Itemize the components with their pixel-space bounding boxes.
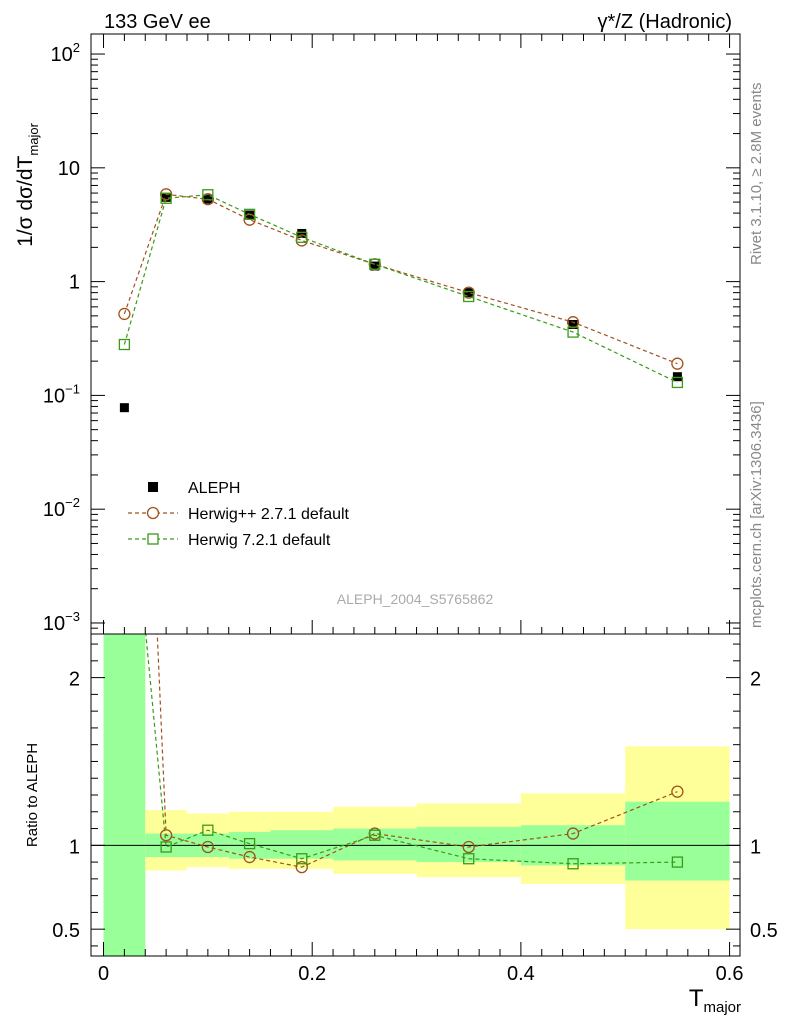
ratio-panel: 0.5 0.5 1 1 2 2 0 0.2 0.4 0.6 Ratio to ALEPH Tmaj…	[24, 633, 778, 1016]
main-ytick-label-base: 10	[43, 385, 65, 407]
ratio-herwig7-marker	[202, 824, 214, 836]
main-ylabel: 1/σ dσ/dTmajor	[14, 122, 41, 246]
ratio-band-inner	[416, 826, 521, 863]
herwig7-marker	[463, 290, 475, 303]
main-ytick-label-base: 10	[43, 499, 65, 521]
ratio-xtick-label: 0.6	[716, 963, 744, 985]
ratio-xtick-label: 0	[98, 963, 109, 985]
ratio-herwig7-marker	[296, 853, 308, 865]
ratio-data-layer	[145, 634, 684, 874]
main-ytick-label-exp: −2	[65, 495, 80, 510]
ratio-ylabel: Ratio to ALEPH	[24, 743, 41, 847]
ratio-herwigpp-marker	[671, 785, 684, 798]
main-ytick-label-exp: −3	[65, 609, 80, 624]
herwig7-marker	[202, 189, 214, 201]
legend-label: Herwig 7.2.1 default	[188, 532, 331, 549]
aleph-data-point	[568, 319, 578, 329]
legend-marker-aleph	[148, 482, 158, 492]
herwigpp-line	[123, 193, 678, 365]
ratio-herwigpp-line	[156, 634, 678, 868]
ratio-herwig7-marker	[671, 856, 684, 868]
main-ytick-label-base: 10	[43, 613, 65, 635]
legend-marker-herwig7	[147, 533, 159, 545]
ratio-herwigpp-marker	[243, 850, 256, 864]
legend-label: ALEPH	[188, 480, 240, 497]
ratio-herwig7-line	[145, 634, 678, 865]
header-right-title: γ*/Z (Hadronic)	[598, 11, 732, 33]
ratio-herwigpp-marker	[566, 827, 580, 840]
x-axis-label-main: T	[689, 985, 704, 1012]
x-axis-label-sub: major	[703, 999, 741, 1016]
ratio-herwig7-marker	[369, 829, 381, 841]
ratio-herwigpp-marker	[295, 860, 308, 874]
ratio-herwigpp-marker	[462, 840, 475, 854]
ratio-herwig7-marker	[243, 837, 256, 850]
herwigpp-marker	[671, 357, 684, 370]
legend-label: Herwig++ 2.7.1 default	[188, 506, 350, 523]
ratio-herwigpp-marker	[159, 829, 173, 842]
ratio-herwig7-marker	[463, 853, 475, 865]
main-ytick-label: 10	[58, 158, 80, 180]
main-ytick-label-base: 10	[51, 44, 73, 66]
main-ytick-label-base: 1	[69, 272, 80, 294]
ratio-band-inner	[625, 801, 730, 881]
ratio-ytick-label-right: 1	[750, 836, 761, 858]
ratio-band-inner	[270, 830, 334, 859]
main-ytick-label-base: 10	[58, 158, 80, 180]
main-ytick-label: 102	[51, 40, 80, 66]
herwigpp-marker	[118, 307, 131, 321]
ratio-ytick-label: 0.5	[52, 920, 80, 942]
herwig7-marker	[118, 338, 131, 351]
legend-marker-herwigpp	[146, 506, 160, 520]
ratio-ytick-label: 1	[69, 836, 80, 858]
aleph-data-point	[119, 403, 129, 413]
ratio-xtick-label: 0.4	[507, 963, 535, 985]
herwig7-marker	[671, 376, 684, 389]
ratio-bands-layer	[103, 634, 730, 956]
ratio-ytick-label-right: 0.5	[750, 920, 778, 942]
main-ytick-label-exp: −1	[65, 381, 80, 396]
header-left-title: 133 GeV ee	[104, 11, 211, 33]
main-ytick-label-exp: 2	[73, 40, 80, 55]
ratio-ytick-label-right: 2	[750, 669, 761, 691]
ratio-xtick-label: 0.2	[298, 963, 326, 985]
aleph-data-point	[672, 372, 682, 382]
herwig7-marker	[160, 192, 172, 204]
ratio-frame	[90, 633, 741, 957]
herwig7-line	[123, 194, 678, 383]
herwig7-marker	[369, 258, 381, 270]
mcplots-label: mcplots.cern.ch [arXiv:1306.3436]	[748, 401, 765, 628]
analysis-id-label: ALEPH_2004_S5765862	[337, 591, 494, 607]
legend: ALEPH Herwig++ 2.7.1 default Herwig 7.2.1 …	[128, 480, 350, 549]
aleph-data-point	[464, 288, 474, 298]
rivet-version-label: Rivet 3.1.10, ≥ 2.8M events	[748, 83, 765, 266]
ratio-band-inner	[333, 828, 417, 861]
main-ytick-label: 1	[69, 272, 80, 294]
aleph-data-point	[161, 192, 171, 202]
herwig7-marker	[243, 208, 256, 221]
aleph-data-point	[297, 228, 307, 238]
main-ylabel-main: 1/σ dσ/dT	[14, 155, 37, 246]
x-axis-label: Tmajor	[689, 985, 741, 1016]
herwig7-marker	[567, 326, 579, 338]
main-data-layer	[118, 188, 684, 413]
ratio-herwig7-marker	[567, 858, 579, 870]
ratio-ytick-label: 2	[69, 669, 80, 691]
aleph-data-point	[370, 261, 380, 271]
main-ytick-label: 10−2	[43, 495, 80, 521]
ratio-axes: 0.5 0.5 1 1 2 2 0 0.2 0.4 0.6	[52, 643, 778, 985]
ratio-herwig7-marker	[160, 841, 172, 853]
main-ytick-label: 10−1	[43, 381, 80, 407]
main-ylabel-sub: major	[26, 122, 41, 155]
ratio-herwigpp-marker	[201, 840, 215, 854]
main-ytick-label: 10−3	[43, 609, 80, 635]
herwig7-marker	[296, 231, 308, 243]
ratio-band-inner	[103, 634, 146, 956]
